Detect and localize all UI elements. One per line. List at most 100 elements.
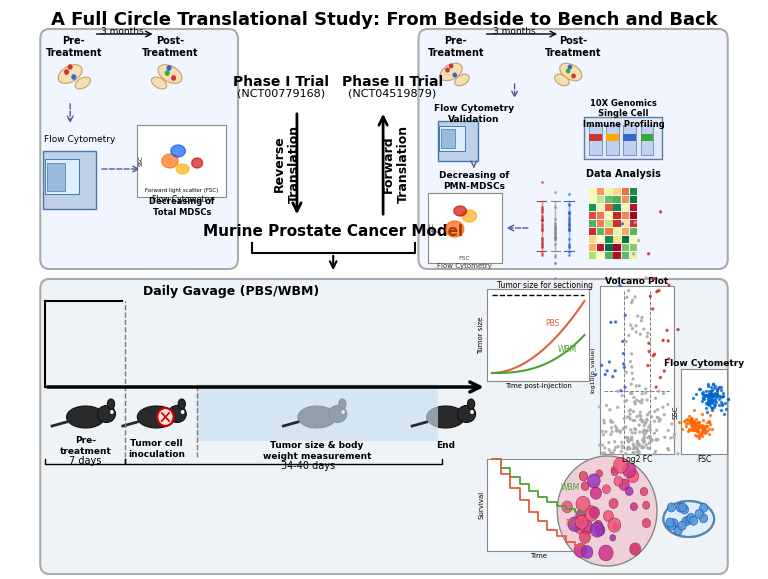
Point [637, 438, 650, 447]
Bar [441, 129, 455, 148]
Point [686, 419, 698, 428]
Point [694, 428, 707, 437]
Point [652, 435, 664, 444]
Point [647, 305, 659, 314]
Point [715, 393, 727, 402]
Bar [605, 228, 613, 235]
Point [595, 361, 607, 370]
Point [563, 224, 575, 233]
Point [549, 250, 561, 259]
Polygon shape [445, 221, 464, 237]
Point [697, 424, 710, 433]
Point [563, 219, 575, 229]
Point [638, 430, 650, 439]
Circle shape [700, 514, 707, 523]
Point [688, 426, 700, 435]
Point [688, 417, 700, 426]
Point [549, 233, 561, 242]
Point [640, 384, 652, 394]
Point [653, 387, 665, 396]
Point [617, 337, 629, 346]
Bar [630, 236, 637, 243]
Bar [598, 220, 604, 227]
Point [617, 359, 630, 368]
Point [535, 225, 548, 234]
Text: Phase I Trial: Phase I Trial [233, 75, 329, 89]
Point [685, 413, 697, 422]
Circle shape [604, 511, 614, 522]
Bar [43, 151, 95, 209]
Bar [606, 134, 619, 141]
Polygon shape [454, 206, 466, 216]
Point [638, 434, 650, 443]
Point [603, 438, 615, 447]
Text: Post-
Treatment: Post- Treatment [142, 36, 198, 58]
Point [619, 397, 631, 406]
Point [682, 419, 694, 428]
Point [622, 442, 634, 452]
Point [640, 426, 652, 435]
Point [624, 389, 637, 398]
Circle shape [576, 496, 590, 512]
Point [627, 393, 640, 402]
Circle shape [470, 410, 474, 414]
Point [646, 436, 658, 445]
Text: Daily Gavage (PBS/WBM): Daily Gavage (PBS/WBM) [143, 284, 319, 298]
Point [703, 394, 715, 403]
Point [677, 416, 690, 426]
Circle shape [690, 516, 697, 525]
Point [687, 420, 700, 429]
Point [699, 421, 711, 430]
Point [623, 331, 635, 340]
Ellipse shape [427, 406, 465, 428]
Point [549, 188, 561, 197]
Circle shape [579, 531, 591, 543]
Bar [614, 228, 621, 235]
Text: 7 days: 7 days [68, 456, 101, 466]
Point [638, 426, 650, 435]
Point [700, 408, 713, 417]
Point [618, 414, 631, 423]
Bar [630, 244, 637, 251]
Text: Volcano Plot: Volcano Plot [605, 277, 669, 285]
Point [700, 391, 713, 400]
Text: Log2 FC: Log2 FC [622, 455, 652, 464]
Point [642, 433, 654, 442]
Point [619, 311, 631, 320]
Point [626, 389, 638, 398]
Point [626, 435, 638, 445]
Point [563, 250, 575, 259]
Ellipse shape [455, 74, 469, 86]
Point [634, 411, 646, 420]
Circle shape [596, 470, 603, 477]
Point [653, 417, 665, 426]
Text: Murine Prostate Cancer Model: Murine Prostate Cancer Model [204, 223, 463, 239]
Point [563, 225, 575, 234]
Point [638, 433, 650, 442]
Point [549, 252, 561, 261]
Point [697, 394, 710, 403]
Point [621, 293, 633, 302]
Point [650, 435, 663, 445]
Point [644, 420, 656, 430]
Circle shape [700, 503, 708, 512]
Point [652, 413, 664, 423]
Text: WBM: WBM [561, 482, 580, 492]
Point [535, 213, 548, 222]
Point [692, 422, 704, 431]
Point [636, 389, 648, 398]
Point [625, 433, 637, 442]
Circle shape [695, 510, 703, 518]
Point [701, 397, 713, 406]
Text: Decreasing of
PMN-MDSCs: Decreasing of PMN-MDSCs [439, 171, 509, 190]
Circle shape [612, 523, 618, 530]
Point [703, 390, 716, 399]
Point [685, 416, 697, 426]
Point [722, 394, 734, 404]
Point [604, 405, 616, 415]
Point [631, 441, 644, 450]
Point [648, 274, 660, 283]
Point [634, 329, 647, 339]
Point [624, 409, 636, 419]
Text: Tumor cell
inoculation: Tumor cell inoculation [127, 439, 185, 459]
